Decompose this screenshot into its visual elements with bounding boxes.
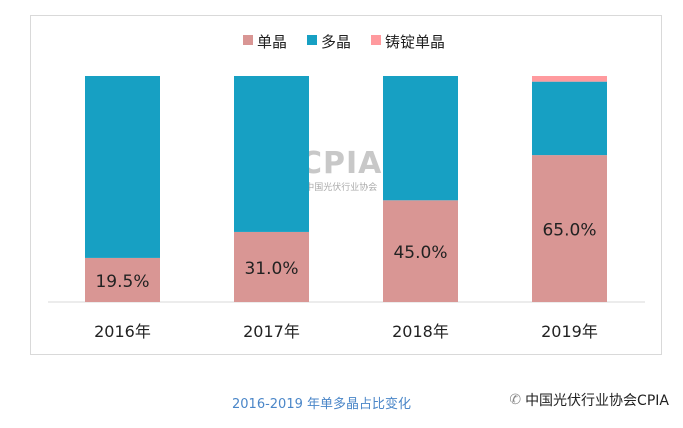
data-label: 65.0% bbox=[542, 221, 596, 241]
legend-swatch bbox=[307, 35, 317, 45]
bar-单晶-2016年 bbox=[85, 257, 160, 302]
legend-swatch bbox=[371, 35, 381, 45]
legend-label: 单晶 bbox=[257, 33, 287, 51]
bar-多晶-2016年 bbox=[85, 76, 160, 258]
bar-多晶-2018年 bbox=[383, 76, 458, 201]
legend-label: 铸锭单晶 bbox=[385, 33, 445, 51]
x-tick-label: 2018年 bbox=[392, 322, 449, 341]
x-tick-label: 2016年 bbox=[94, 322, 151, 341]
legend-swatch bbox=[243, 35, 253, 45]
x-tick-label: 2017年 bbox=[243, 322, 300, 341]
bar-单晶-2019年 bbox=[532, 155, 607, 302]
watermark-logo: CPIA 中国光伏行业协会 bbox=[300, 146, 383, 194]
data-label: 19.5% bbox=[95, 272, 149, 292]
brand: ✆ 中国光伏行业协会CPIA bbox=[509, 390, 669, 410]
bar-铸锭单晶-2019年 bbox=[532, 76, 607, 82]
bar-单晶-2017年 bbox=[234, 231, 309, 302]
bar-单晶-2018年 bbox=[383, 200, 458, 302]
chart-frame bbox=[30, 15, 662, 355]
data-label: 45.0% bbox=[393, 243, 447, 263]
legend-label: 多晶 bbox=[321, 33, 351, 51]
data-label: 31.0% bbox=[244, 259, 298, 279]
chart-caption: 2016-2019 年单多晶占比变化 bbox=[232, 397, 411, 412]
bar-多晶-2017年 bbox=[234, 76, 309, 232]
brand-label: 中国光伏行业协会CPIA bbox=[525, 393, 669, 409]
x-tick-label: 2019年 bbox=[541, 322, 598, 341]
bar-多晶-2019年 bbox=[532, 81, 607, 156]
wechat-icon: ✆ bbox=[509, 392, 522, 408]
